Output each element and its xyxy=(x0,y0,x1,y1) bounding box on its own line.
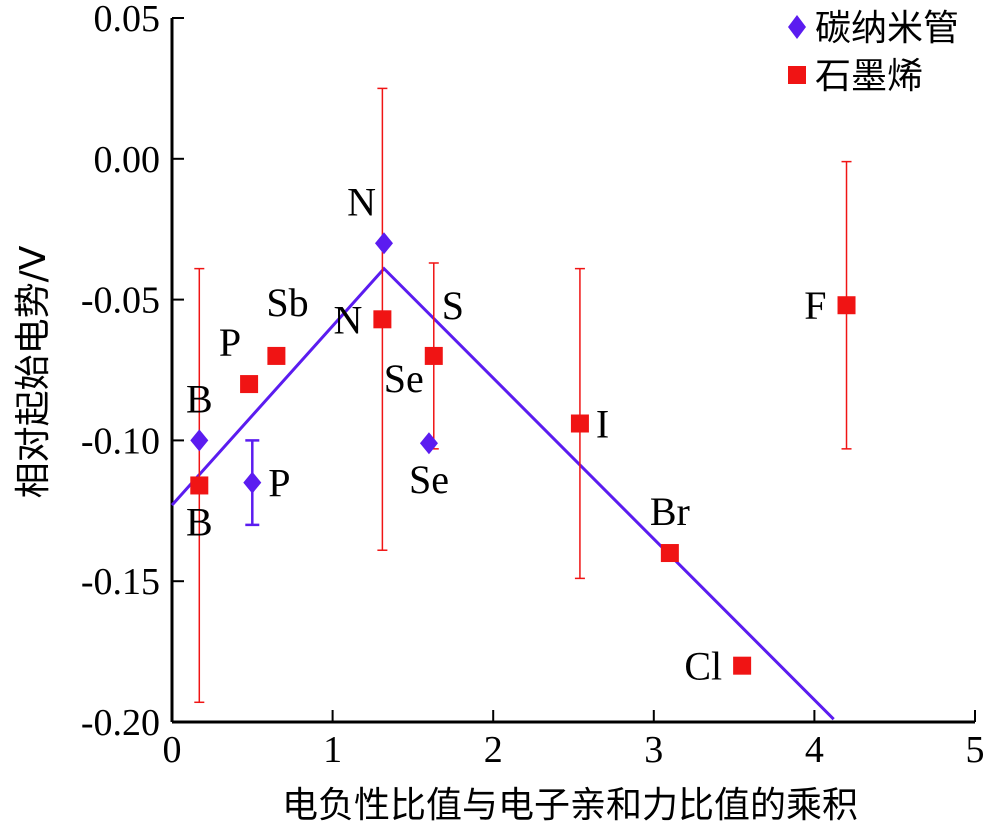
y-tick-label: -0.15 xyxy=(81,561,160,603)
legend-label: 石墨烯 xyxy=(815,56,923,97)
data-label: P xyxy=(268,461,290,506)
data-label: B xyxy=(186,376,213,421)
data-point-diamond xyxy=(419,432,438,455)
data-point-square xyxy=(660,544,679,563)
data-markers xyxy=(190,232,856,675)
x-tick-label: 3 xyxy=(644,729,663,771)
x-tick-label: 5 xyxy=(966,729,985,771)
data-label: Cl xyxy=(684,644,722,689)
data-point-diamond xyxy=(374,232,393,255)
data-label: Br xyxy=(650,489,690,534)
x-tick-label: 0 xyxy=(163,729,182,771)
data-label: I xyxy=(596,402,609,447)
data-label: Sb xyxy=(266,280,308,325)
x-tick-label: 2 xyxy=(484,729,503,771)
error-bars xyxy=(194,87,852,704)
legend-marker-diamond xyxy=(788,15,806,39)
data-label: F xyxy=(804,283,826,328)
y-tick-label: -0.05 xyxy=(81,280,160,322)
y-tick-label: 0.05 xyxy=(94,0,161,40)
legend-marker-square xyxy=(788,66,806,84)
data-label: Se xyxy=(384,356,424,401)
y-tick-label: 0.00 xyxy=(94,139,161,181)
y-axis-title: 相对起始电势/V xyxy=(13,245,54,498)
data-label: N xyxy=(347,179,376,224)
data-label: Se xyxy=(409,457,449,502)
y-tick-label: -0.20 xyxy=(81,702,160,744)
data-label: S xyxy=(442,283,464,328)
legend-label: 碳纳米管 xyxy=(815,8,959,49)
data-point-square xyxy=(733,656,752,675)
y-tick-label: -0.10 xyxy=(81,420,160,462)
data-label: N xyxy=(333,297,362,342)
axes: 0.05 0.00 -0.05 -0.10 -0.15 -0.200 1 2 3 4 5 xyxy=(81,0,985,771)
data-point-square xyxy=(240,375,259,394)
trend-line-group xyxy=(170,266,835,721)
data-point-square xyxy=(373,310,392,329)
data-point-square xyxy=(837,296,856,315)
data-point-square xyxy=(267,346,286,365)
data-label: P xyxy=(219,320,241,365)
data-point-diamond xyxy=(243,471,262,494)
x-tick-label: 4 xyxy=(805,729,824,771)
trend-line xyxy=(170,266,835,721)
x-tick-label: 1 xyxy=(323,729,342,771)
x-axis-title: 电负性比值与电子亲和力比值的乘积 xyxy=(282,785,858,826)
data-point-square xyxy=(424,346,443,365)
data-label: B xyxy=(186,499,213,544)
data-point-diamond xyxy=(190,429,209,452)
data-point-square xyxy=(570,414,589,433)
data-point-square xyxy=(190,476,209,495)
